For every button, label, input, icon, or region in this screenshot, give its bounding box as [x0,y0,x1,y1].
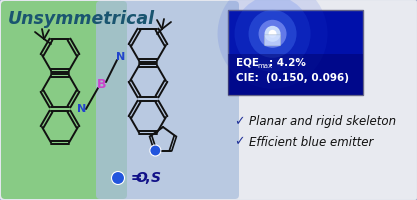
Text: ✓: ✓ [234,136,244,148]
Text: CIE:  (0.150, 0.096): CIE: (0.150, 0.096) [236,73,349,83]
FancyBboxPatch shape [264,35,281,46]
Circle shape [218,0,327,89]
Text: Planar and rigid skeleton: Planar and rigid skeleton [249,116,396,129]
Text: Efficient blue emitter: Efficient blue emitter [249,136,373,148]
Circle shape [111,171,125,184]
Text: ✓: ✓ [234,116,244,129]
Text: Unsymmetrical: Unsymmetrical [8,10,155,28]
Text: N: N [78,104,87,114]
FancyBboxPatch shape [228,10,363,95]
Text: EQE: EQE [236,58,259,68]
Circle shape [150,145,161,156]
Text: S: S [151,171,161,185]
FancyBboxPatch shape [1,1,127,199]
Text: : 4.2%: : 4.2% [269,58,306,68]
Circle shape [234,0,311,72]
FancyBboxPatch shape [228,54,363,95]
Text: O: O [136,171,148,185]
Text: B: B [97,78,107,92]
Text: ,: , [145,171,155,185]
Circle shape [249,10,296,58]
Circle shape [269,30,276,38]
Text: N: N [116,52,126,62]
Text: =: = [126,171,147,185]
Circle shape [264,26,281,42]
Text: max: max [257,63,272,69]
FancyBboxPatch shape [96,1,239,199]
Circle shape [259,20,286,48]
